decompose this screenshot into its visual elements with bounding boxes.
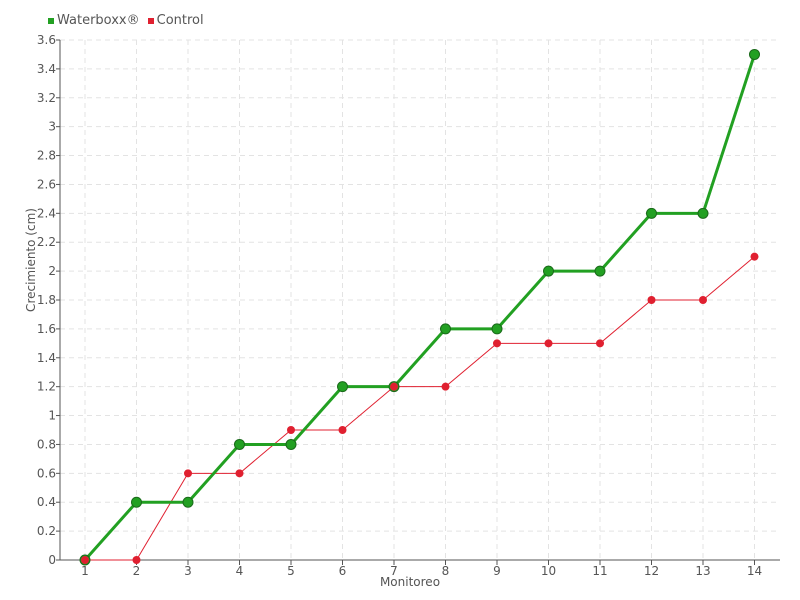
x-tick-label: 12: [644, 564, 659, 578]
data-point-waterboxx: [131, 496, 142, 508]
y-tick-label: 2.2: [37, 235, 56, 249]
y-tick-label: 1.6: [37, 322, 56, 336]
data-point-control: [287, 426, 295, 434]
data-point-control-overlap: [390, 382, 398, 391]
x-tick-label: 13: [695, 564, 710, 578]
y-axis-title: Crecimiento (cm): [24, 208, 38, 312]
data-point-waterboxx: [543, 265, 554, 277]
y-tick-label: 1.4: [37, 351, 56, 365]
y-tick-label: 2.4: [37, 206, 56, 220]
x-tick-label: 7: [390, 564, 398, 578]
y-tick-label: 1.2: [37, 380, 56, 394]
y-tick-label: 3.2: [37, 91, 56, 105]
y-tick-label: 2: [48, 264, 56, 278]
y-tick-label: 1.8: [37, 293, 56, 307]
data-point-control: [132, 556, 141, 564]
x-tick-label: 4: [236, 564, 244, 578]
y-tick-label: 2.8: [37, 149, 56, 163]
x-tick-label: 1: [81, 564, 89, 578]
data-point-control: [596, 339, 604, 348]
x-tick-label: 10: [541, 564, 556, 578]
x-axis-title: Monitoreo: [380, 575, 440, 589]
legend-swatch-waterboxx: [48, 17, 54, 24]
data-point-waterboxx: [749, 48, 760, 60]
data-point-waterboxx: [440, 323, 451, 335]
data-point-control: [235, 469, 244, 478]
x-tick-label: 6: [339, 564, 347, 578]
y-tick-label: 2.6: [37, 177, 56, 191]
data-point-waterboxx: [337, 381, 348, 393]
data-point-control: [699, 296, 707, 304]
series-lines: [83, 53, 756, 561]
data-point-control: [441, 382, 450, 391]
data-point-waterboxx: [594, 265, 606, 277]
series-line-control: [85, 256, 755, 561]
legend-label-waterboxx: Waterboxx®: [57, 13, 140, 28]
y-tick-label: 0.4: [37, 495, 56, 509]
legend-item-control[interactable]: Control: [147, 13, 204, 28]
series-points: [79, 48, 760, 566]
y-axis-ticks: 0 0.2 0.4 0.6 0.8 1 1.2 1.4 1.6 1.8 2 2.2 2.4 2.6 2.8 3…: [37, 33, 60, 567]
y-tick-label: 0.6: [37, 466, 56, 480]
x-tick-label: 5: [287, 564, 295, 578]
series-line-waterboxx: [83, 53, 756, 561]
data-point-control: [750, 252, 759, 261]
data-point-control: [493, 339, 501, 348]
data-point-waterboxx: [697, 207, 709, 219]
x-axis-ticks: 1 2 3 4 5 6 7 8 9 10 11 12 13 14: [81, 560, 762, 578]
y-tick-label: 0.2: [37, 524, 56, 538]
legend-item-waterboxx[interactable]: Waterboxx®: [48, 13, 140, 28]
y-tick-label: 0.8: [37, 437, 56, 451]
legend: Waterboxx® Control: [48, 13, 204, 28]
data-point-waterboxx: [234, 438, 245, 450]
y-tick-label: 3.6: [37, 33, 56, 47]
y-tick-label: 3.4: [37, 62, 56, 76]
data-point-waterboxx: [285, 438, 297, 450]
data-point-control: [184, 469, 192, 478]
x-tick-label: 3: [184, 564, 192, 578]
x-tick-label: 8: [442, 564, 450, 578]
data-point-control: [544, 339, 553, 348]
data-point-waterboxx: [491, 323, 503, 335]
x-tick-label: 9: [493, 564, 501, 578]
y-tick-label: 3: [48, 120, 56, 134]
x-tick-label: 2: [133, 564, 141, 578]
data-point-waterboxx: [182, 496, 194, 508]
data-point-control: [338, 426, 347, 434]
y-tick-label: 0: [48, 553, 56, 567]
grid: [60, 39, 780, 560]
x-tick-label: 14: [747, 564, 762, 578]
x-tick-label: 11: [592, 564, 607, 578]
data-point-control: [647, 296, 656, 304]
data-point-control-overlap: [81, 556, 89, 564]
y-tick-label: 1: [48, 409, 56, 423]
legend-swatch-control: [147, 17, 154, 24]
data-point-waterboxx: [646, 207, 657, 219]
legend-label-control: Control: [156, 13, 204, 28]
